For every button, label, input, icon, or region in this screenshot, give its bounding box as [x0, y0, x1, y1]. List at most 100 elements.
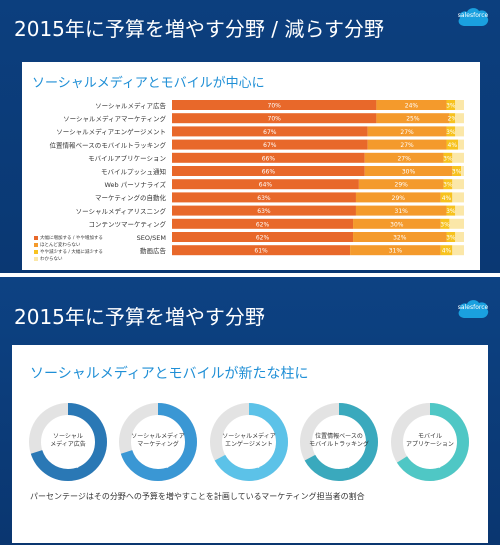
data-label: 31%	[389, 248, 403, 255]
bar-segment	[350, 245, 441, 256]
bar-segment	[446, 126, 456, 137]
legend-label: 大幅に増加する / やや増加する	[40, 236, 103, 241]
bar-segment	[440, 218, 450, 229]
data-label: 27%	[397, 155, 411, 162]
category-label: ソーシャルメディアエンゲージメント	[56, 127, 166, 136]
data-label: 63%	[257, 208, 271, 215]
bar-segment	[455, 232, 464, 242]
data-label: 70%	[268, 103, 282, 110]
cloud-icon	[458, 300, 489, 318]
legend-label: やや減少する / 大幅に減少する	[40, 250, 103, 255]
bar-segment	[172, 139, 368, 150]
data-label: 62%	[256, 235, 270, 242]
logo-text: salesforce	[457, 12, 489, 19]
bar-segment	[367, 139, 447, 150]
data-label: 30%	[402, 169, 416, 176]
bar-segment	[446, 139, 459, 150]
bar-segment	[364, 166, 453, 176]
data-label: 3%	[452, 169, 462, 176]
data-label: 67%	[263, 129, 277, 136]
data-label: 66%	[262, 155, 276, 162]
bar-segment	[446, 232, 456, 242]
legend-item-same: ほとんど変わらない	[34, 242, 103, 249]
bar-segment	[446, 205, 456, 216]
donut-label: モバイルアプリケーション	[406, 433, 454, 448]
bar-segment	[355, 192, 441, 203]
donut-label: 位置情報ベースのモバイルトラッキング	[309, 432, 369, 448]
data-label: 24%	[405, 103, 419, 110]
bar-segment	[452, 166, 462, 176]
category-label: コンテンツマーケティング	[89, 220, 167, 229]
bar-segment	[172, 205, 356, 216]
bar-segment	[461, 166, 464, 176]
donut-arc	[119, 403, 197, 481]
category-label: モバイルプッシュ通知	[101, 167, 166, 176]
bar-segment	[172, 218, 354, 229]
donut-value: 70%	[155, 463, 169, 470]
data-label: 3%	[443, 155, 453, 162]
salesforce-logo: salesforce	[456, 298, 490, 320]
data-label: 3%	[446, 208, 456, 215]
donut-arc	[300, 403, 378, 481]
donut-card: ソーシャルメディアとモバイルが新たな柱に ソーシャルメディア広告 70% ソーシャル…	[12, 345, 488, 543]
chart-card: ソーシャルメディアとモバイルが中心に ソーシャルメディア広告 70% 24% 3% ソー…	[22, 62, 480, 270]
bar-segment	[358, 179, 444, 190]
bar-segment	[443, 179, 453, 190]
data-label: 3%	[446, 103, 456, 110]
bar-segment	[355, 205, 447, 216]
bar-segment	[172, 126, 368, 137]
data-label: 31%	[395, 208, 409, 215]
bar-segment	[172, 166, 365, 176]
donut-arc	[29, 403, 107, 481]
data-label: 70%	[268, 116, 282, 123]
bar-segment	[455, 100, 464, 110]
data-label: 32%	[393, 235, 407, 242]
bar-segment	[172, 179, 359, 190]
bar-segment	[446, 100, 456, 110]
category-label: マーケティングの自動化	[95, 193, 166, 202]
donut-value: 66%	[427, 463, 441, 470]
salesforce-logo: salesforce	[456, 6, 490, 28]
donut-charts: ソーシャルメディア広告 70% ソーシャルメディアマーケティング 70% ソーシャルメデ…	[29, 403, 469, 481]
bar-segment	[443, 152, 453, 163]
bar-segment	[172, 232, 354, 242]
data-label: 61%	[254, 248, 268, 255]
data-label: 4%	[448, 142, 458, 149]
bar-segment	[364, 152, 444, 163]
data-label: 67%	[263, 142, 277, 149]
bar-segment	[440, 192, 453, 203]
data-label: 3%	[446, 235, 456, 242]
legend-item-increase: 大幅に増加する / やや増加する	[34, 235, 103, 242]
category-label: モバイルアプリケーション	[88, 155, 166, 163]
data-label: 29%	[392, 195, 406, 202]
data-label: 66%	[262, 169, 276, 176]
donut-label: ソーシャルメディアエンゲージメント	[222, 432, 275, 448]
category-label: SEO/SEM	[137, 234, 166, 242]
bar-segment	[172, 152, 365, 163]
donut-arc	[210, 403, 288, 481]
category-label: Web パーソナライズ	[104, 180, 166, 189]
legend-label: わからない	[40, 257, 63, 262]
bar-segment	[452, 179, 464, 190]
data-label: 3%	[446, 129, 456, 136]
category-label: ソーシャルメディア広告	[95, 101, 166, 110]
data-label: 62%	[256, 221, 270, 228]
bar-segment	[376, 100, 447, 110]
cloud-icon	[458, 8, 489, 26]
data-label: 25%	[406, 116, 420, 123]
data-label: 29%	[395, 182, 409, 189]
bar-segment	[172, 192, 356, 203]
data-label: 64%	[259, 182, 273, 189]
data-label: 4%	[442, 195, 452, 202]
bar-segment	[455, 126, 464, 137]
donut-label: ソーシャルメディア広告	[50, 433, 86, 448]
data-label: 2%	[448, 116, 458, 123]
chart-legend: 大幅に増加する / やや増加する ほとんど変わらない やや減少する / 大幅に減…	[34, 235, 103, 263]
stacked-bar-chart: ソーシャルメディア広告 70% 24% 3% ソーシャルメディアマーケティング 70% 25…	[50, 100, 464, 256]
data-label: 3%	[440, 221, 450, 228]
slide-title: 2015年に予算を増やす分野 / 減らす分野	[14, 17, 384, 41]
slide-budget-increase-decrease: 2015年に予算を増やす分野 / 減らす分野 salesforce ソーシャルメ…	[0, 0, 500, 273]
data-label: 27%	[400, 142, 414, 149]
donut-value: 67%	[246, 463, 260, 470]
footnote: パーセンテージはその分野への予算を増やすことを計画しているマーケティング担当者の…	[30, 492, 365, 501]
